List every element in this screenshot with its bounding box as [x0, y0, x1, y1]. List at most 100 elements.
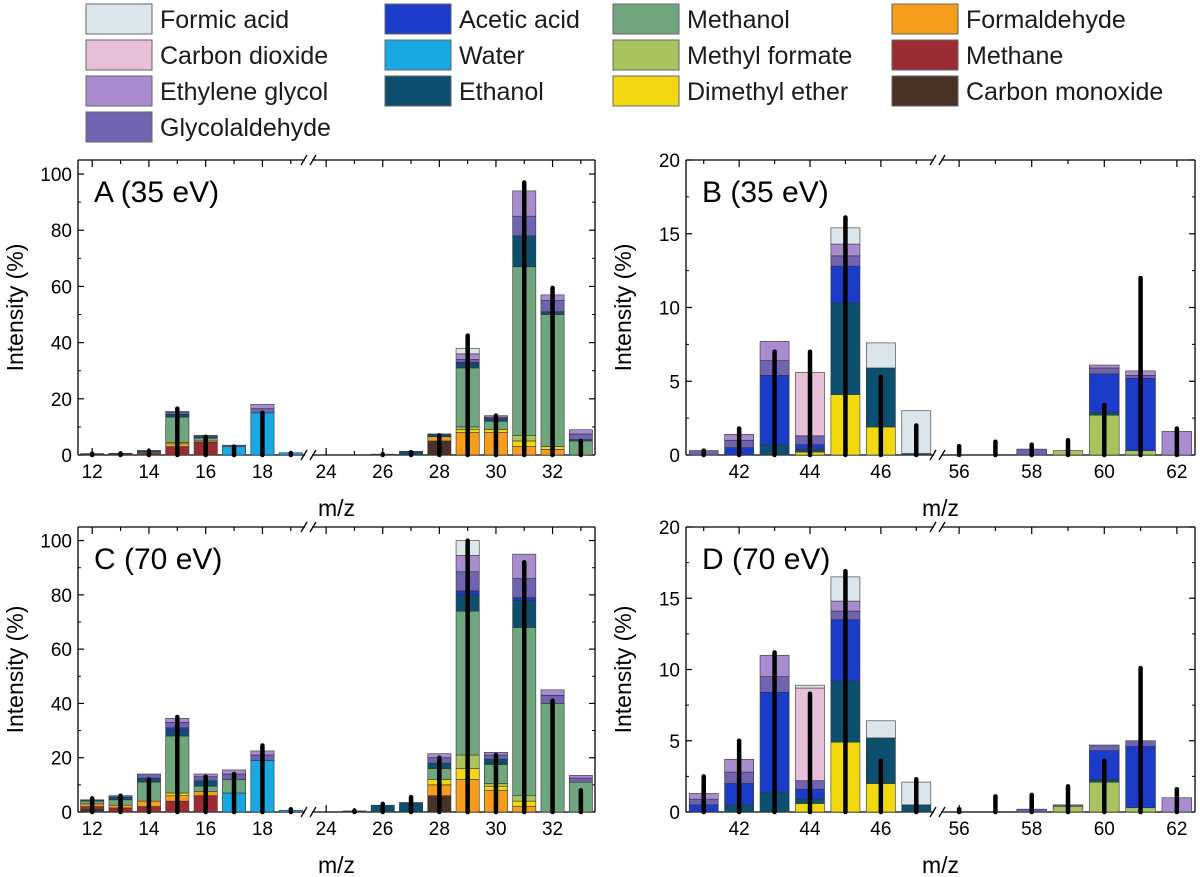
bar-mz-12: [80, 796, 105, 815]
x-tick-label: 14: [138, 462, 160, 483]
legend-item-formaldehyde: Formaldehyde: [891, 3, 1126, 35]
axis-break-stroke: [300, 449, 308, 461]
bar-mz-12: [80, 451, 105, 458]
axis-break-stroke: [938, 449, 946, 461]
bar-mz-62: [1161, 786, 1193, 815]
x-tick-label: 30: [485, 819, 506, 840]
legend-label: Water: [459, 42, 525, 70]
bar-mz-62: [1161, 426, 1193, 458]
legend-item-formic-acid: Formic acid: [85, 3, 289, 35]
bar-segment-ethylene-glycol: [568, 775, 593, 779]
bar-segment-ethylene-glycol: [1089, 364, 1120, 369]
x-axis-title: m/z: [318, 852, 355, 877]
y-tick-label: 0: [669, 446, 680, 467]
bar-mz-45: [830, 568, 861, 815]
x-tick-label: 32: [542, 462, 563, 483]
bar-mz-18: [250, 404, 275, 458]
axis-break-stroke: [300, 521, 308, 533]
legend-item-glycolaldehyde: Glycolaldehyde: [85, 111, 331, 143]
legend-item-methanol: Methanol: [612, 3, 790, 35]
bar-mz-43: [759, 650, 790, 815]
bar-mz-19: [278, 807, 303, 815]
legend-label: Acetic acid: [459, 6, 580, 34]
x-tick-label: 62: [1166, 462, 1187, 483]
bar-mz-29: [455, 538, 480, 815]
x-tick-label: 56: [949, 819, 970, 840]
bar-mz-47: [901, 410, 932, 458]
legend-item-carbon-monoxide: Carbon monoxide: [891, 75, 1163, 107]
axis-break-mark: [929, 806, 946, 818]
bar-series: [688, 215, 1193, 458]
bar-mz-30: [484, 413, 508, 458]
x-tick-label: 44: [799, 462, 821, 483]
x-tick-label: 28: [429, 462, 450, 483]
bar-mz-32: [540, 285, 565, 458]
legend-item-ethanol: Ethanol: [384, 75, 544, 107]
legend-swatch: [612, 3, 680, 35]
bar-segment-ethylene-glycol: [540, 689, 565, 696]
legend-swatch: [891, 75, 959, 107]
x-tick-label: 32: [542, 819, 563, 840]
bar-mz-15: [165, 406, 190, 458]
bar-mz-28: [427, 753, 452, 815]
bar-series: [80, 538, 593, 815]
panel-axes: 0 20 40 60 80 100 12 14 16 18 24 26 28 30 32 m/z Intensi…: [2, 521, 596, 877]
bar-mz-61: [1125, 665, 1156, 815]
x-tick-label: 60: [1094, 462, 1115, 483]
legend-label: Formic acid: [160, 6, 289, 34]
legend-swatch: [612, 39, 680, 71]
legend-item-acetic-acid: Acetic acid: [384, 3, 580, 35]
bar-mz-31: [512, 180, 537, 458]
legend-item-methane: Methane: [891, 39, 1063, 71]
bar-mz-17: [222, 769, 246, 815]
x-tick-label: 18: [252, 819, 273, 840]
bar-mz-42: [724, 426, 754, 458]
bar-segment-ethylene-glycol: [568, 429, 593, 435]
bar-series: [688, 568, 1193, 815]
bar-series: [80, 180, 593, 458]
axis-break-stroke: [300, 806, 308, 818]
bar-mz-47: [901, 776, 932, 815]
x-tick-label: 44: [799, 819, 821, 840]
panel-title: D (70 eV): [702, 543, 830, 576]
y-tick-label: 5: [669, 372, 680, 393]
panel-axes: 0 5 10 15 20 42 44 46 56 58 60 62 m/z Intensity (%): [610, 151, 1196, 521]
y-tick-label: 100: [40, 165, 72, 186]
axis-break-stroke: [309, 521, 317, 533]
bar-mz-59: [1052, 784, 1084, 815]
y-axis-title: Intensity (%): [610, 244, 636, 372]
x-tick-label: 46: [870, 462, 891, 483]
legend-item-ethylene-glycol: Ethylene glycol: [85, 75, 328, 107]
y-tick-label: 80: [51, 221, 72, 242]
bar-mz-16: [193, 773, 218, 815]
y-tick-label: 10: [659, 661, 680, 682]
x-tick-label: 16: [195, 462, 216, 483]
panel-title: B (35 eV): [702, 176, 829, 209]
panel-a: 0 20 40 60 80 100 12 14 16 18 24 26 28 30 32 m/z Intensi…: [2, 154, 596, 521]
bar-mz-41: [688, 774, 719, 815]
legend-label: Methane: [966, 42, 1063, 70]
x-tick-label: 60: [1094, 819, 1115, 840]
legend-swatch: [384, 3, 452, 35]
panel-b: 0 5 10 15 20 42 44 46 56 58 60 62 m/z Intensity (%) B …: [610, 151, 1196, 521]
axis-break-stroke: [309, 449, 317, 461]
y-tick-label: 100: [40, 532, 72, 553]
x-tick-label: 12: [82, 819, 103, 840]
y-tick-label: 20: [51, 390, 72, 411]
x-tick-label: 14: [138, 819, 160, 840]
legend-label: Glycolaldehyde: [160, 114, 331, 142]
bar-mz-28: [427, 433, 452, 458]
x-axis-title: m/z: [922, 495, 959, 521]
y-tick-label: 20: [659, 151, 680, 172]
axis-break-stroke: [938, 521, 946, 533]
legend-swatch: [85, 75, 153, 107]
bar-mz-58: [1016, 442, 1047, 458]
legend-swatch: [85, 111, 153, 143]
legend-label: Methyl formate: [687, 42, 852, 70]
axis-break-stroke: [309, 806, 317, 818]
y-tick-label: 15: [659, 589, 680, 610]
legend-swatch: [85, 3, 153, 35]
x-tick-label: 58: [1021, 462, 1042, 483]
bar-mz-18: [250, 743, 275, 815]
legend-swatch: [384, 39, 452, 71]
